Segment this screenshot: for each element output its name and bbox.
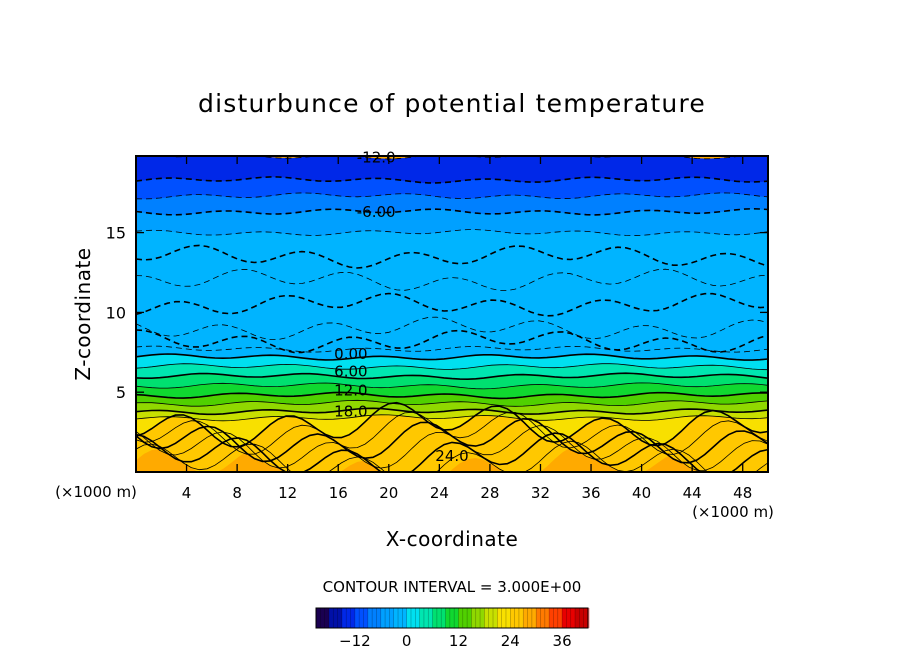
colorbar-cell [316,608,330,628]
colorbar-cell [510,608,524,628]
contour-label: -12.0 [357,149,396,167]
contour-label: -6.00 [357,203,396,221]
x-tick-label: 44 [683,484,702,502]
colorbar-tick-label: 12 [449,632,468,650]
contour-line [136,411,768,455]
colorbar-cell [445,608,459,628]
x-tick-label: 4 [182,484,192,502]
contour-line [136,292,768,317]
contour-line [136,316,768,340]
colorbar-cell [419,608,434,628]
y-axis: 5 10 15 [106,224,768,402]
colorbar-cell [484,608,498,628]
colorbar-tick-label: 24 [501,632,520,650]
contour-label: 6.00 [334,362,367,380]
x-tick-label: 48 [733,484,752,502]
colorbar-cell [497,608,511,628]
contour-line [136,207,768,216]
colorbar-cell [562,608,576,628]
x-tick-label: 40 [632,484,651,502]
colorbar-cell [549,608,563,628]
contour-line [136,176,768,184]
colorbar-cell [341,608,356,628]
y-tick-label: 15 [106,224,126,243]
contour-interval-label: CONTOUR INTERVAL = 3.000E+00 [323,578,582,596]
colorbar-cell [523,608,537,628]
contour-label: 0.00 [334,345,367,363]
colorbar: −12 0 12 24 36 [315,607,590,650]
colorbar-tick-label: −12 [339,632,371,650]
x-tick-label: 24 [430,484,449,502]
y-axis-label: Z-coordinate [71,247,95,380]
chart-title: disturbunce of potential temperature [198,89,706,118]
plot-frame [135,155,769,473]
x-unit-right: (×1000 m) [692,503,774,521]
colorbar-cell [367,608,382,628]
x-tick-label: 12 [278,484,297,502]
colorbar-cell [458,608,472,628]
contour-line [136,382,768,390]
contour-line [136,440,768,472]
colorbar-cell [328,608,343,628]
contour-band [136,156,768,184]
colorbar-cell [575,608,589,628]
contour-line [136,192,768,200]
colorbar-cell [380,608,395,628]
contour-line [136,414,768,422]
contour-labels: -12.0 -6.00 0.006.00 12.0 18.0 24.0 [334,149,469,465]
colorbar-tick-label: 36 [553,632,572,650]
colorbar-cell [471,608,485,628]
contour-fill [136,156,768,472]
contour-label: 24.0 [435,447,468,465]
x-tick-label: 36 [581,484,600,502]
colorbar-frame [315,607,589,629]
colorbar-tick-label: 0 [402,632,412,650]
x-tick-label: 20 [379,484,398,502]
y-tick-label: 10 [106,303,126,322]
contour-line [136,407,768,416]
x-tick-label: 8 [232,484,242,502]
contour-line [136,229,768,237]
x-axis: 4 8 12 16 20 24 28 32 36 40 44 48 [182,156,752,502]
x-tick-label: 16 [329,484,348,502]
y-tick-label: 5 [116,383,126,402]
contour-line [136,372,768,381]
colorbar-cell [588,608,590,628]
contour-line [136,329,768,354]
x-axis-label: X-coordinate [386,527,519,551]
x-tick-label: 32 [531,484,550,502]
contour-line [136,345,768,353]
contour-line [136,401,768,448]
colorbar-cell [406,608,421,628]
colorbar-cell [432,608,447,628]
colorbar-cell [536,608,550,628]
contour-label: 12.0 [334,382,367,400]
contour-line [136,363,768,371]
contour-line [136,399,768,407]
contour-label: 18.0 [334,402,367,420]
contour-line [136,244,768,269]
x-unit-left: (×1000 m) [55,483,137,501]
contour-lines [136,156,768,472]
contour-line [136,391,768,400]
colorbar-cell [393,608,408,628]
colorbar-cell [354,608,369,628]
x-tick-label: 28 [480,484,499,502]
contour-line [136,353,768,361]
